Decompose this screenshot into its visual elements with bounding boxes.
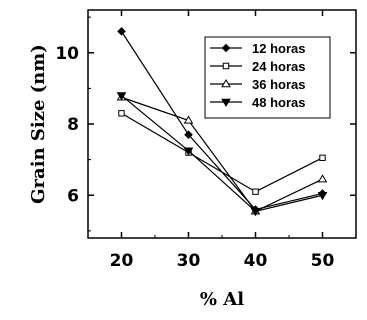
x-tick-label: 50 bbox=[311, 251, 335, 271]
legend-label: 24 horas bbox=[252, 59, 305, 74]
legend-marker bbox=[221, 98, 231, 107]
data-point bbox=[317, 192, 328, 201]
data-point bbox=[319, 154, 326, 162]
x-tick-label: 40 bbox=[244, 251, 268, 271]
data-point bbox=[183, 147, 194, 156]
y-tick-label: 6 bbox=[67, 186, 79, 206]
y-axis-title: Grain Size (nm) bbox=[28, 44, 49, 204]
legend-marker bbox=[222, 62, 230, 70]
series-line bbox=[121, 95, 323, 212]
data-point bbox=[183, 115, 194, 124]
legend-label: 48 horas bbox=[252, 95, 305, 110]
y-tick-label: 8 bbox=[67, 115, 79, 135]
y-tick-label: 10 bbox=[55, 44, 79, 64]
legend-label: 12 horas bbox=[252, 41, 305, 56]
data-point bbox=[116, 92, 127, 101]
data-point bbox=[317, 174, 328, 183]
series-line bbox=[121, 96, 323, 213]
x-axis-title: % Al bbox=[200, 289, 244, 310]
data-point bbox=[117, 27, 126, 36]
axes-layer: 20 30 40 50 6 8 10 bbox=[55, 10, 356, 271]
legend-marker bbox=[221, 79, 231, 88]
data-point bbox=[118, 110, 125, 117]
legend-marker bbox=[221, 43, 231, 53]
data-point bbox=[250, 208, 261, 217]
data-point bbox=[252, 188, 259, 195]
data-point bbox=[184, 130, 193, 139]
series-line bbox=[121, 112, 323, 193]
x-tick-label: 30 bbox=[177, 251, 201, 271]
legend-label: 36 horas bbox=[252, 77, 305, 92]
series-layer bbox=[116, 27, 328, 217]
x-tick-label: 20 bbox=[110, 251, 134, 271]
legend: 12 horas 24 horas 36 horas 48 horas bbox=[204, 36, 331, 119]
